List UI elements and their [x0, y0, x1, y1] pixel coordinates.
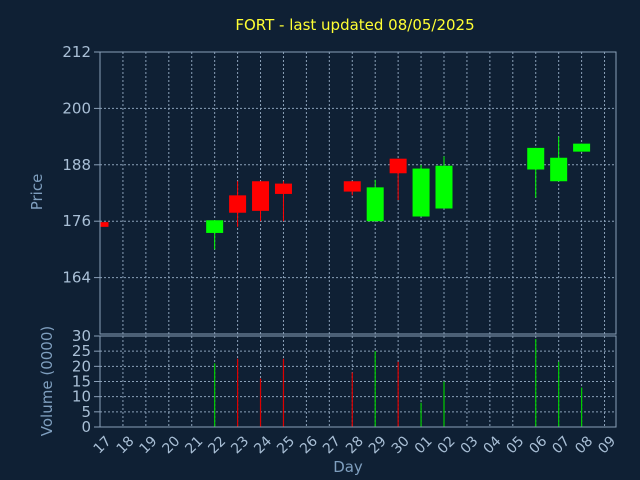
day-tick-label: 03 — [458, 433, 482, 457]
volume-tick-label: 5 — [81, 403, 91, 421]
day-tick-label: 20 — [159, 433, 183, 457]
volume-axis-label: Volume (0000) — [38, 326, 56, 436]
candle-body — [412, 168, 430, 217]
candle-body — [550, 157, 568, 182]
volume-bars — [214, 339, 583, 427]
day-tick-label: 04 — [481, 433, 505, 457]
candle-body — [389, 158, 407, 174]
day-tick-label: 23 — [228, 433, 252, 457]
price-tick-label: 164 — [62, 269, 91, 287]
candle-body — [343, 181, 361, 192]
day-tick-label: 02 — [435, 433, 459, 457]
day-tick-label: 01 — [412, 433, 436, 457]
day-tick-label: 06 — [526, 433, 550, 457]
day-tick-label: 19 — [137, 433, 161, 457]
volume-panel-frame — [99, 335, 617, 428]
volume-tick-label: 30 — [72, 327, 91, 345]
day-tick-label: 21 — [182, 433, 206, 457]
price-tick-label: 188 — [62, 156, 91, 174]
candle-body — [229, 195, 247, 213]
day-tick-label: 29 — [366, 433, 390, 457]
day-tick-label: 26 — [297, 433, 321, 457]
x-axis-label: Day — [333, 458, 363, 476]
day-tick-label: 30 — [389, 433, 413, 457]
day-tick-label: 17 — [91, 433, 115, 457]
candle-body — [366, 187, 384, 222]
candle-body — [435, 165, 453, 209]
day-tick-labels: 17 18 19 20 21 22 23 24 25 26 27 28 29 30 01 02 03 04 05 06… — [91, 433, 619, 457]
volume-tick-label: 20 — [72, 357, 91, 375]
candle-body — [573, 143, 591, 152]
day-tick-label: 05 — [503, 433, 527, 457]
candle-body — [206, 220, 224, 233]
candle-body — [274, 183, 292, 194]
price-grid — [94, 51, 616, 334]
day-tick-label: 07 — [549, 433, 573, 457]
day-tick-label: 24 — [251, 433, 275, 457]
day-tick-label: 25 — [274, 433, 298, 457]
day-tick-label: 09 — [595, 433, 619, 457]
volume-tick-label: 10 — [72, 388, 91, 406]
volume-tick-label: 25 — [72, 342, 91, 360]
candle-body — [252, 181, 270, 211]
price-tick-label: 200 — [62, 99, 91, 117]
volume-tick-label: 0 — [81, 418, 91, 436]
price-axis-label: Price — [28, 174, 46, 211]
price-tick-label: 212 — [62, 43, 91, 61]
price-candles — [99, 136, 591, 250]
volume-tick-label: 15 — [72, 373, 91, 391]
day-tick-label: 08 — [572, 433, 596, 457]
day-tick-label: 22 — [205, 433, 229, 457]
candle-body — [527, 147, 545, 170]
price-tick-labels: 212 200 188 176 164 — [62, 43, 91, 287]
day-tick-label: 28 — [343, 433, 367, 457]
candle-body — [100, 222, 109, 227]
chart-title: FORT - last updated 08/05/2025 — [235, 16, 474, 34]
price-tick-label: 176 — [62, 212, 91, 230]
volume-grid — [94, 335, 616, 428]
price-panel-frame — [99, 51, 617, 335]
day-tick-label: 27 — [320, 433, 344, 457]
day-tick-label: 18 — [114, 433, 138, 457]
